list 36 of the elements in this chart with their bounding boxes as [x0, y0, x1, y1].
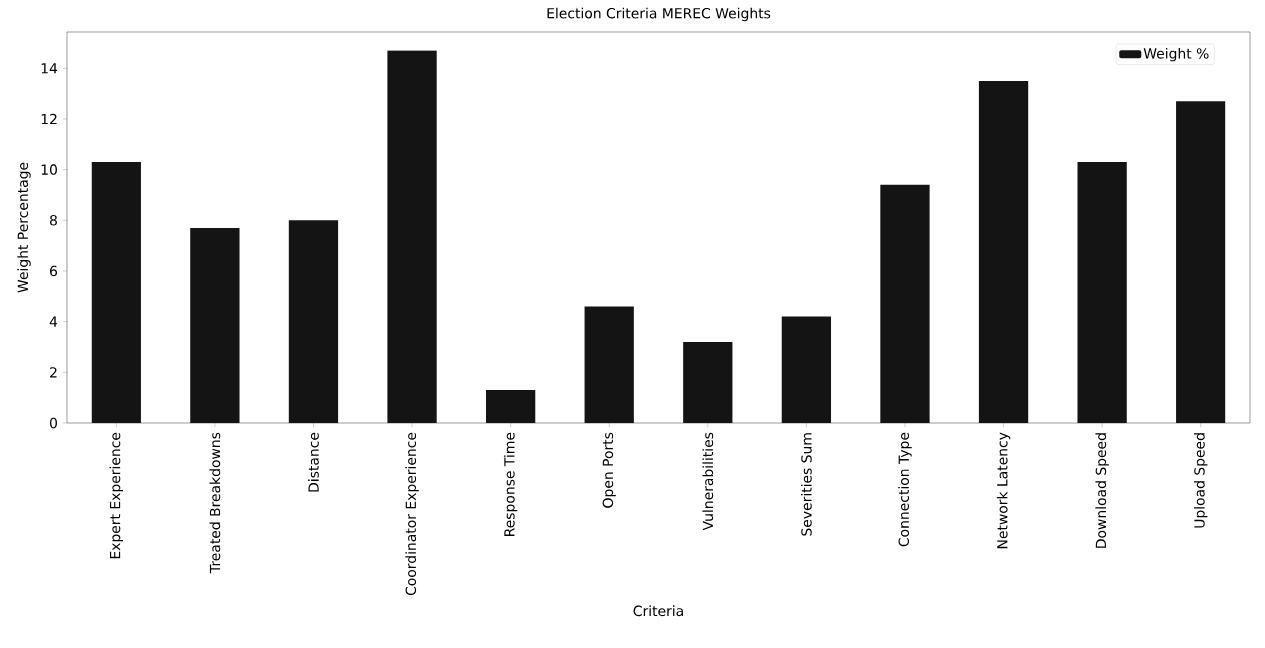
x-tick-label: Download Speed — [1095, 433, 1109, 548]
bar — [1077, 161, 1127, 423]
bar — [584, 306, 634, 423]
x-tick-label: Upload Speed — [1193, 433, 1208, 528]
y-tick-label: 8 — [50, 215, 57, 226]
x-tick-label: Vulnerabilities — [702, 432, 714, 531]
y-tick-label: 12 — [41, 113, 57, 125]
x-tick-label: Open Ports — [602, 432, 616, 508]
y-axis-title: Weight Percentage — [17, 162, 31, 293]
bar — [485, 390, 536, 423]
bar — [288, 220, 339, 423]
bar — [387, 50, 437, 423]
x-tick-label: Expert Experience — [109, 432, 124, 559]
bar — [978, 80, 1029, 423]
x-tick-label: Severities Sum — [801, 433, 812, 536]
x-tick-label: Treated Breakdowns — [209, 432, 221, 574]
y-tick-label: 2 — [50, 367, 57, 378]
bar — [190, 227, 240, 423]
legend-label: Weight % — [1143, 47, 1209, 62]
x-tick-label: Network Latency — [996, 432, 1011, 549]
bar — [91, 161, 141, 423]
chart-title: Election Criteria MEREC Weights — [547, 7, 771, 22]
x-tick-label: Connection Type — [898, 432, 912, 547]
bar — [1176, 101, 1226, 423]
bar — [781, 316, 832, 423]
bar — [683, 341, 733, 423]
x-tick-label: Response Time — [503, 432, 518, 536]
y-tick-label: 14 — [41, 63, 58, 74]
x-axis-title: Criteria — [633, 605, 683, 617]
y-tick-label: 0 — [49, 417, 57, 429]
x-tick-label: Coordinator Experience — [405, 432, 419, 596]
y-tick-label: 4 — [49, 316, 58, 327]
y-tick-label: 6 — [50, 265, 58, 277]
y-tick-label: 10 — [41, 164, 57, 175]
bar — [880, 184, 930, 423]
x-tick-label: Distance — [308, 432, 319, 492]
